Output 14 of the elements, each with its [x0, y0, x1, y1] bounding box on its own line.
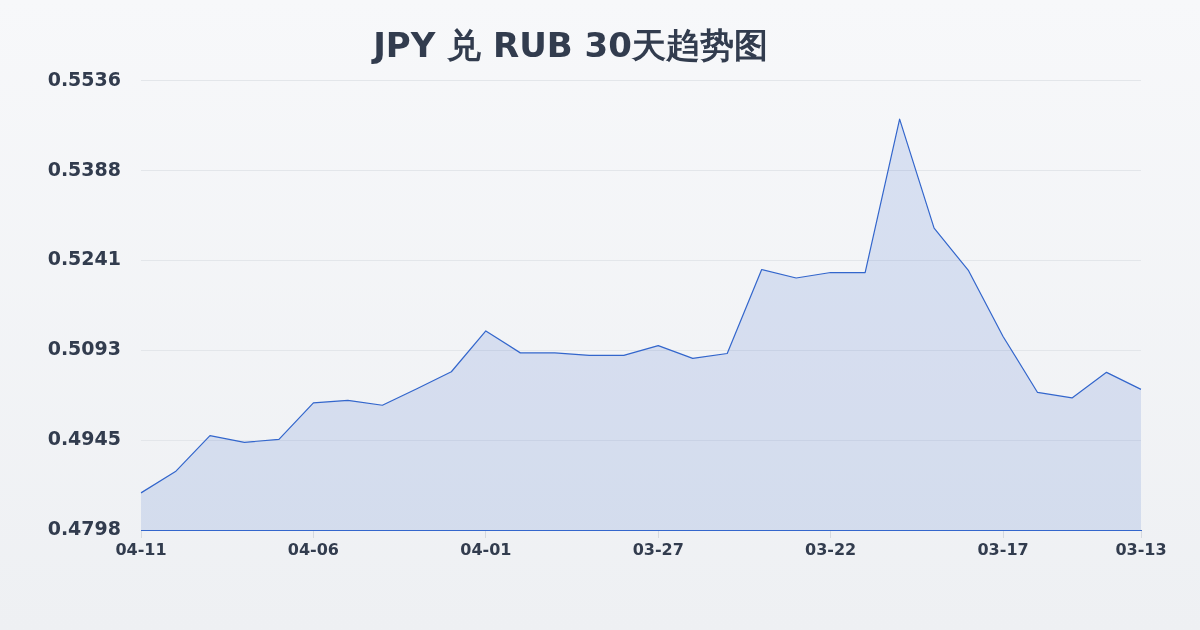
y-tick-label: 0.5093 [47, 337, 121, 360]
x-tick-label: 04-11 [115, 539, 167, 559]
x-tick-label: 03-13 [1115, 539, 1167, 559]
y-tick-label: 0.5536 [47, 67, 121, 90]
chart-title: JPY 兑 RUB 30天趋势图 [371, 25, 768, 66]
y-tick-label: 0.5388 [47, 157, 121, 180]
x-tick-label: 04-01 [460, 539, 512, 559]
y-tick-label: 0.5241 [47, 247, 121, 270]
x-tick-label: 03-17 [977, 539, 1029, 559]
y-tick-label: 0.4945 [47, 427, 121, 450]
x-tick-label: 04-06 [287, 539, 339, 559]
x-tick-label: 03-27 [632, 539, 684, 559]
y-tick-label: 0.4798 [47, 516, 121, 539]
x-tick-label: 03-22 [805, 539, 857, 559]
